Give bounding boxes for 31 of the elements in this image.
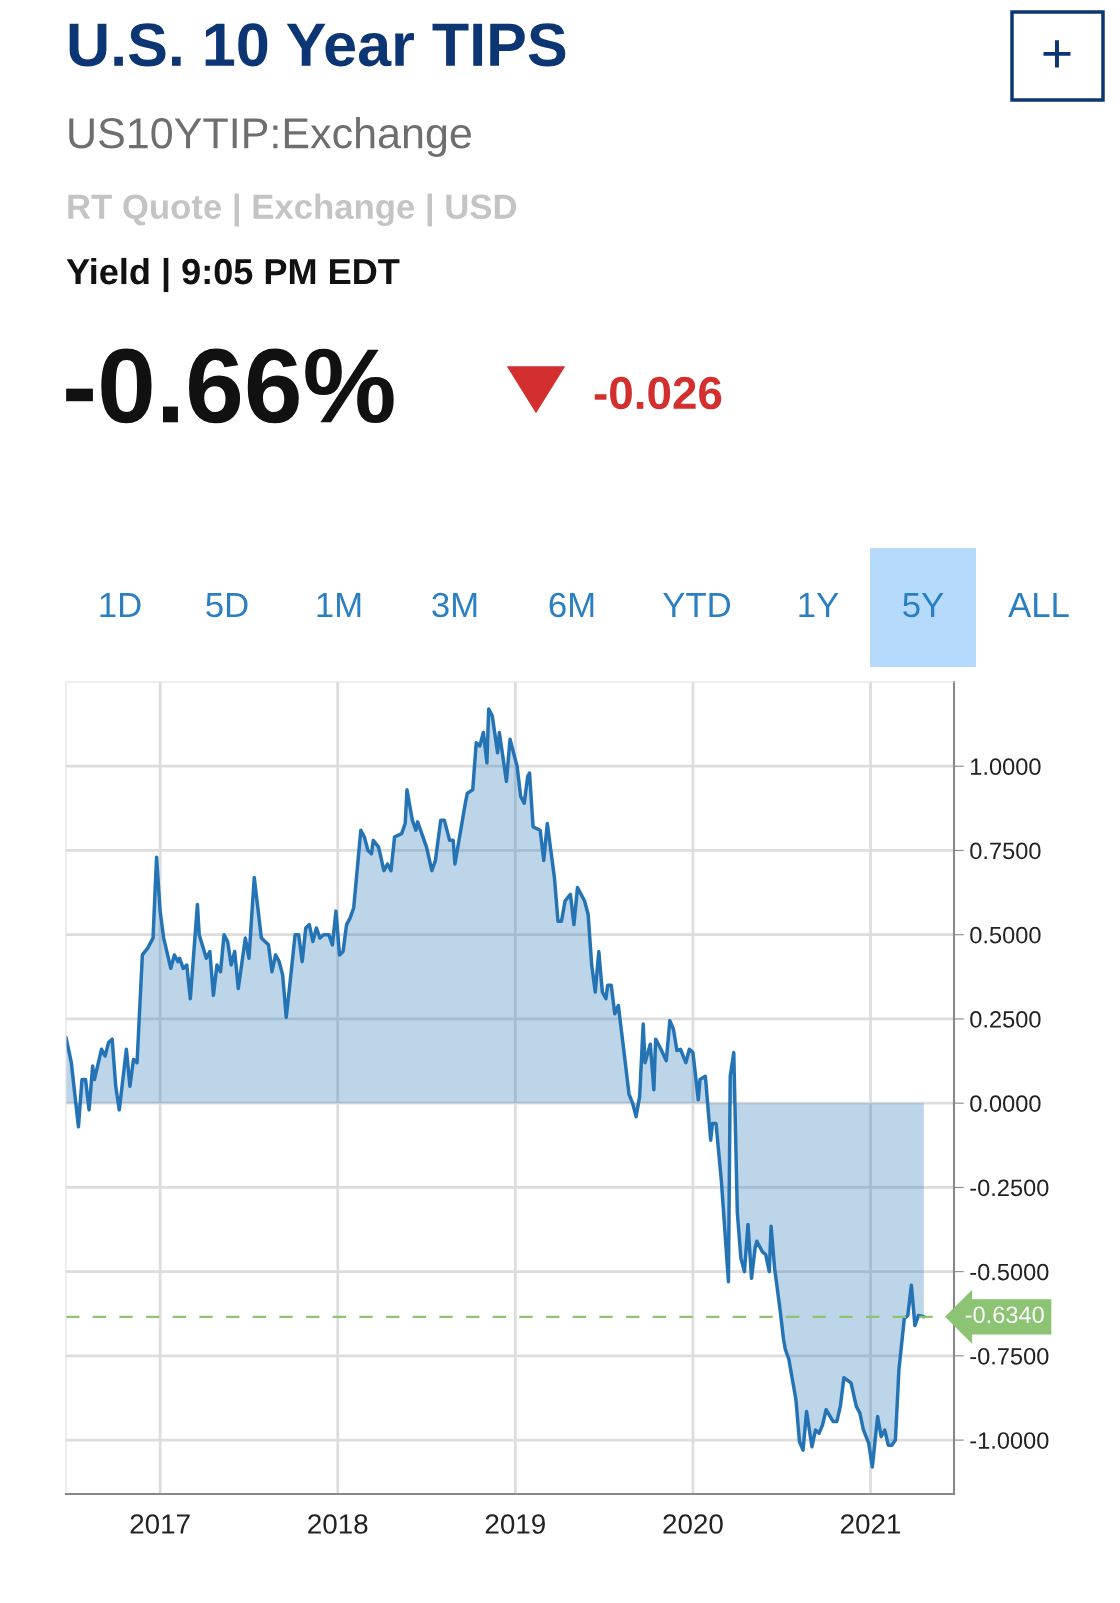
text: YTD — [663, 593, 731, 617]
text: 3M — [432, 592, 477, 618]
text: -0.66% — [66, 348, 394, 424]
text: + — [1043, 40, 1071, 68]
x-tick-label: 2020 — [663, 1514, 723, 1534]
chart-subtitle: US10YTIP:Exchange — [69, 116, 471, 158]
y-tick-label: 1.0000 — [971, 758, 1041, 776]
y-tick-label: 0.0000 — [970, 1095, 1041, 1112]
y-tick-label: -0.5000 — [970, 1263, 1049, 1281]
x-tick-label: 2021 — [841, 1514, 901, 1534]
ref-line-label: -0.6340 — [965, 1306, 1044, 1324]
x-tick-label: 2019 — [485, 1514, 545, 1534]
text: RT Quote | Exchange | USD — [68, 193, 517, 227]
text: 1M — [317, 593, 361, 617]
y-tick-label: 0.5000 — [970, 926, 1041, 944]
text: -0.026 — [594, 376, 722, 410]
y-tick-label: 0.2500 — [970, 1011, 1041, 1028]
text: 5Y — [903, 593, 944, 618]
y-tick-label: -0.7500 — [970, 1347, 1049, 1365]
text: 1Y — [799, 593, 839, 617]
text: Yield | 9:05 PM EDT — [66, 257, 400, 293]
y-tick-label: 0.7500 — [970, 842, 1041, 860]
text: ALL — [1008, 593, 1069, 617]
text: 5D — [206, 593, 248, 618]
chart-title: U.S. 10 Year TIPS — [69, 23, 566, 67]
text: 6M — [549, 592, 594, 618]
y-tick-label: -1.0000 — [970, 1432, 1049, 1449]
y-tick-label: -0.2500 — [970, 1179, 1049, 1197]
x-tick-label: 2017 — [130, 1514, 190, 1534]
text: 1D — [100, 593, 141, 617]
x-tick-label: 2018 — [308, 1514, 368, 1534]
